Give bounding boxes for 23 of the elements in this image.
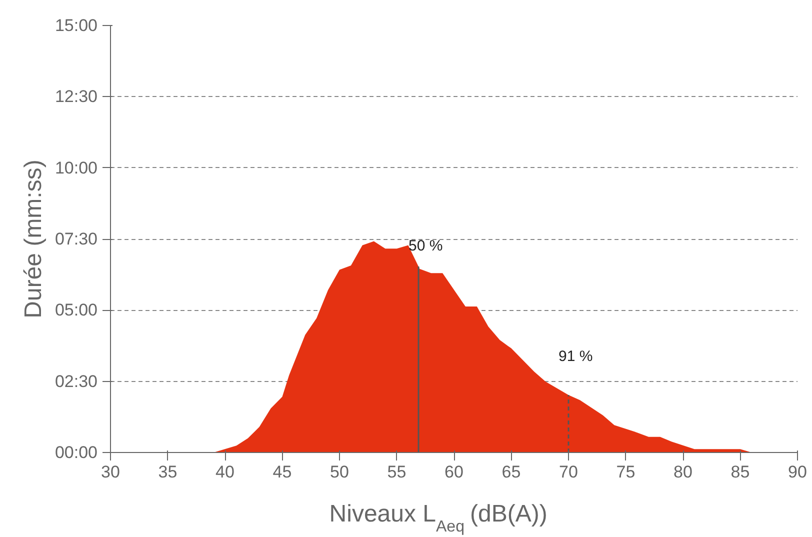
y-tick-label: 12:30	[54, 87, 98, 106]
x-tick-label: 85	[730, 462, 750, 482]
x-tick-label: 65	[502, 462, 521, 482]
annotation: 50 %	[408, 238, 443, 255]
y-tick-label: 15:00	[54, 16, 98, 35]
x-tick-label: 55	[387, 462, 406, 482]
y-tick-label: 10:00	[54, 158, 98, 178]
x-tick-label: 40	[216, 462, 234, 482]
y-tick-label: 02:30	[54, 372, 98, 391]
y-tick-label: 05:00	[54, 300, 98, 320]
x-tick-label: 90	[788, 462, 807, 482]
x-tick-label: 45	[272, 462, 292, 482]
x-tick-label: 50	[330, 462, 349, 482]
x-tick-label: 30	[101, 462, 120, 482]
x-tick-label: 75	[616, 462, 636, 482]
y-tick-label: 00:00	[54, 443, 98, 462]
y-axis-title: Durée (mm:ss)	[20, 160, 47, 318]
x-tick-label: 60	[444, 462, 464, 482]
x-tick-label: 35	[158, 462, 178, 482]
x-tick-label: 70	[559, 462, 578, 482]
x-tick-label: 80	[674, 462, 692, 482]
y-tick-label: 07:30	[54, 230, 98, 248]
annotation: 91 %	[558, 348, 593, 365]
